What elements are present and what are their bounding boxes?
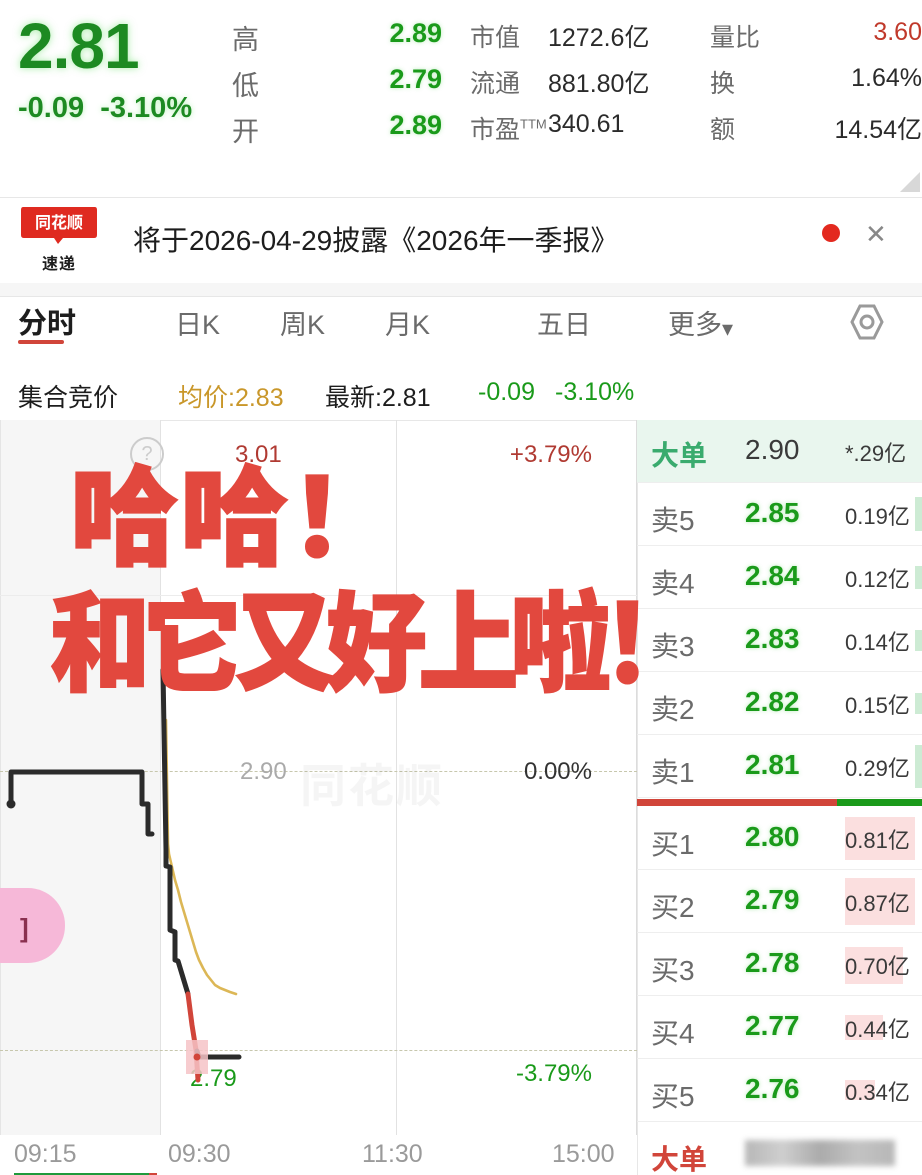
svg-text:同花顺: 同花顺	[35, 209, 83, 233]
